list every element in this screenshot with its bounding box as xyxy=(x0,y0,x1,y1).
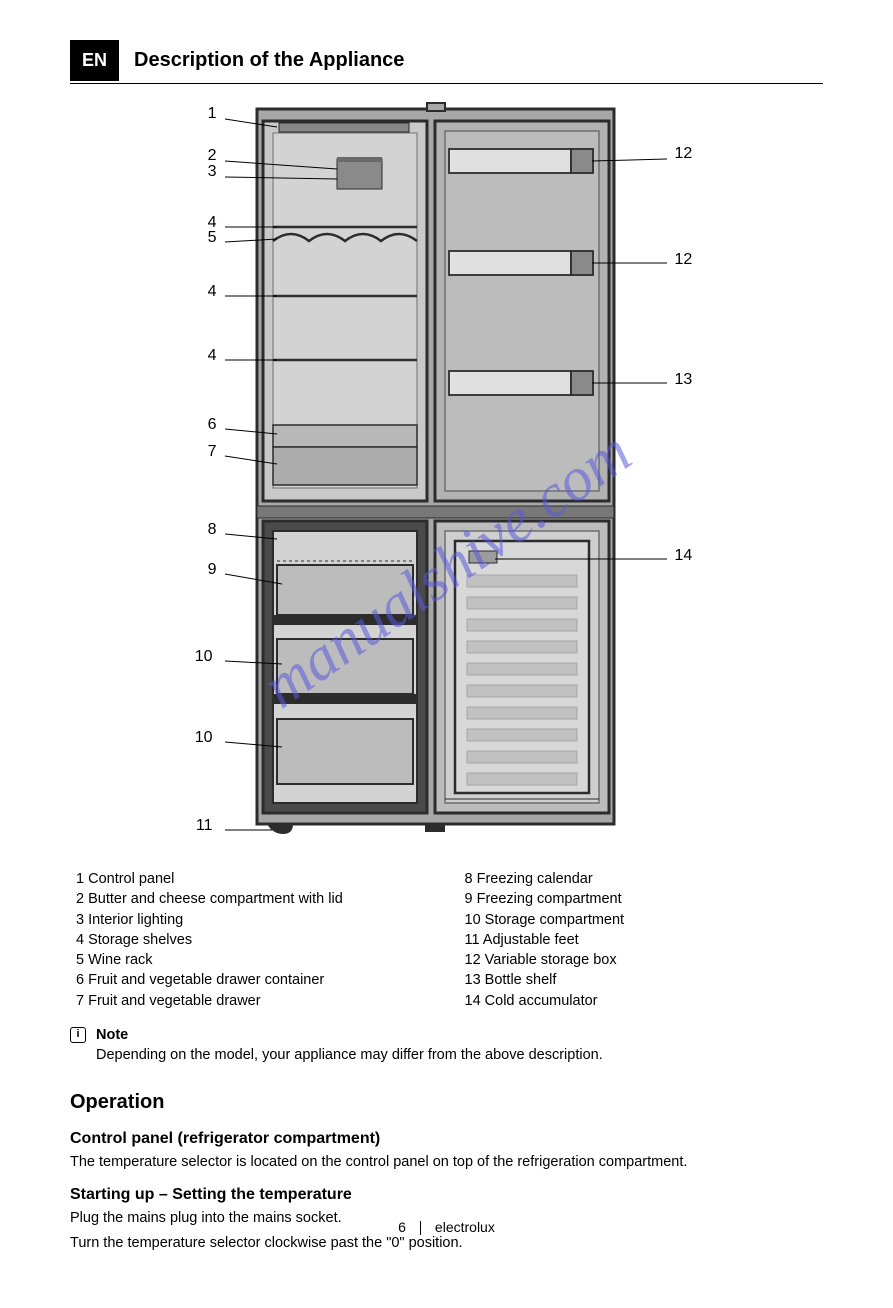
callout-5: 5 xyxy=(187,229,217,247)
callout-11: 11 xyxy=(183,817,213,835)
callout-10a: 10 xyxy=(183,648,213,666)
legend-item: 9 Freezing compartment xyxy=(465,889,824,909)
callout-13: 13 xyxy=(675,371,705,389)
info-icon: i xyxy=(70,1027,86,1043)
callout-14: 14 xyxy=(675,547,705,565)
callout-10b: 10 xyxy=(183,729,213,747)
page-number: 6 xyxy=(398,1219,406,1235)
body-line-2b: Turn the temperature selector clockwise … xyxy=(70,1233,823,1254)
appliance-diagram: 1 2 3 4 5 4 4 6 7 8 9 10 10 11 12 12 13 … xyxy=(177,99,717,839)
callout-12b: 12 xyxy=(675,251,705,269)
callout-6: 6 xyxy=(187,416,217,434)
body-line-1: The temperature selector is located on t… xyxy=(70,1152,823,1173)
subheading-control-panel: Control panel (refrigerator compartment) xyxy=(70,1127,823,1150)
legend-item: 5 Wine rack xyxy=(76,950,435,970)
legend-item: 3 Interior lighting xyxy=(76,910,435,930)
callout-4c: 4 xyxy=(187,347,217,365)
note-label: Note xyxy=(96,1027,128,1043)
page-footer: 6 electrolux xyxy=(0,1219,893,1235)
parts-legend: 1 Control panel 2 Butter and cheese comp… xyxy=(70,869,823,1011)
callout-4b: 4 xyxy=(187,283,217,301)
legend-item: 6 Fruit and vegetable drawer container xyxy=(76,970,435,990)
callout-3: 3 xyxy=(187,163,217,181)
callout-7: 7 xyxy=(187,443,217,461)
legend-item: 14 Cold accumulator xyxy=(465,991,824,1011)
page-header: EN Description of the Appliance xyxy=(70,40,823,84)
legend-item: 7 Fruit and vegetable drawer xyxy=(76,991,435,1011)
section-title: Description of the Appliance xyxy=(134,49,404,72)
operation-heading: Operation xyxy=(70,1088,823,1117)
note-text: Depending on the model, your appliance m… xyxy=(96,1047,603,1063)
note-block: i Note Depending on the model, your appl… xyxy=(70,1025,823,1066)
legend-item: 1 Control panel xyxy=(76,869,435,889)
callout-12a: 12 xyxy=(675,145,705,163)
legend-item: 12 Variable storage box xyxy=(465,950,824,970)
legend-item: 4 Storage shelves xyxy=(76,930,435,950)
subheading-starting-up: Starting up – Setting the temperature xyxy=(70,1183,823,1206)
legend-item: 13 Bottle shelf xyxy=(465,970,824,990)
language-code-block: EN xyxy=(70,40,119,81)
legend-item: 11 Adjustable feet xyxy=(465,930,824,950)
footer-brand: electrolux xyxy=(435,1219,495,1235)
callout-9: 9 xyxy=(187,561,217,579)
legend-item: 2 Butter and cheese compartment with lid xyxy=(76,889,435,909)
callout-8: 8 xyxy=(187,521,217,539)
legend-item: 10 Storage compartment xyxy=(465,910,824,930)
fridge-illustration-svg xyxy=(177,99,717,839)
callout-1: 1 xyxy=(187,105,217,123)
footer-separator xyxy=(420,1221,421,1235)
legend-item: 8 Freezing calendar xyxy=(465,869,824,889)
